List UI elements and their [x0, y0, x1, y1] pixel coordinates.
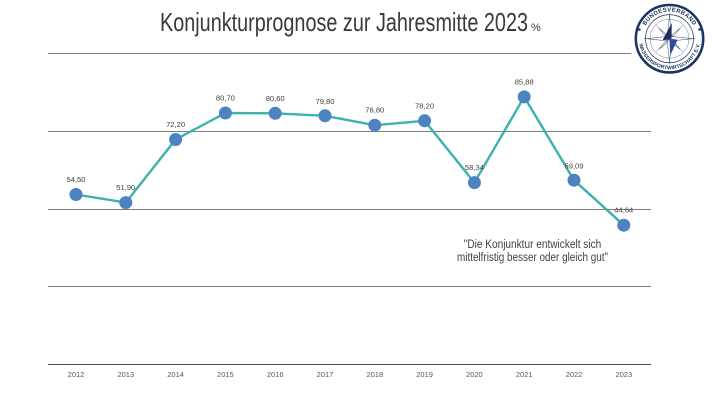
svg-text:2019: 2019 [416, 370, 433, 379]
svg-text:mittelfristig besser oder glei: mittelfristig besser oder gleich gut" [457, 250, 608, 264]
svg-text:2015: 2015 [217, 370, 234, 379]
svg-text:79,80: 79,80 [315, 97, 334, 106]
svg-text:54,50: 54,50 [66, 175, 85, 184]
svg-text:"Die Konjunktur entwickelt sic: "Die Konjunktur entwickelt sich [464, 237, 602, 251]
svg-text:2014: 2014 [167, 370, 184, 379]
svg-text:%: % [531, 22, 541, 34]
svg-text:2012: 2012 [68, 370, 85, 379]
svg-text:2013: 2013 [117, 370, 134, 379]
svg-text:2016: 2016 [267, 370, 284, 379]
svg-text:Konjunkturprognose zur Jahresm: Konjunkturprognose zur Jahresmitte 2023 [160, 7, 528, 37]
svg-text:2020: 2020 [466, 370, 483, 379]
svg-text:85,88: 85,88 [515, 77, 534, 86]
svg-text:2022: 2022 [566, 370, 583, 379]
svg-text:51,90: 51,90 [116, 183, 135, 192]
svg-text:2018: 2018 [366, 370, 383, 379]
svg-text:44,64: 44,64 [614, 206, 633, 215]
svg-text:2017: 2017 [317, 370, 334, 379]
svg-text:80,60: 80,60 [266, 94, 285, 103]
svg-text:76,80: 76,80 [365, 106, 384, 115]
svg-text:2021: 2021 [516, 370, 533, 379]
svg-text:58,34: 58,34 [465, 163, 484, 172]
svg-text:72,20: 72,20 [166, 120, 185, 129]
svg-text:2023: 2023 [615, 370, 632, 379]
svg-text:80,70: 80,70 [216, 94, 235, 103]
svg-text:78,20: 78,20 [415, 101, 434, 110]
svg-text:59,09: 59,09 [564, 162, 583, 171]
